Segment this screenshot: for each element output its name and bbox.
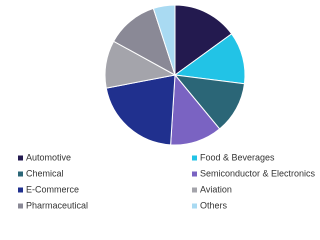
legend-swatch bbox=[192, 187, 197, 193]
legend-swatch bbox=[18, 203, 23, 209]
pie-slice bbox=[152, 4, 176, 76]
legend-swatch bbox=[18, 187, 23, 193]
legend-label: Aviation bbox=[200, 184, 232, 194]
legend-swatch bbox=[192, 171, 197, 177]
legend-swatch bbox=[192, 203, 197, 209]
legend-label: Others bbox=[200, 200, 228, 210]
legend-label: Automotive bbox=[26, 152, 71, 162]
legend-swatch bbox=[18, 171, 23, 177]
legend-label: Semiconductor & Electronics bbox=[200, 168, 316, 178]
pie-slice bbox=[105, 74, 176, 146]
legend-label: Pharmaceutical bbox=[26, 200, 88, 210]
pie-slice bbox=[174, 4, 233, 76]
legend-label: E-Commerce bbox=[26, 184, 79, 194]
legend-swatch bbox=[18, 155, 23, 161]
legend-swatch bbox=[192, 155, 197, 161]
chart: Automotive Food & Beverages Chemical Semico… bbox=[18, 4, 316, 210]
legend-label: Food & Beverages bbox=[200, 152, 275, 162]
legend-label: Chemical bbox=[26, 168, 64, 178]
